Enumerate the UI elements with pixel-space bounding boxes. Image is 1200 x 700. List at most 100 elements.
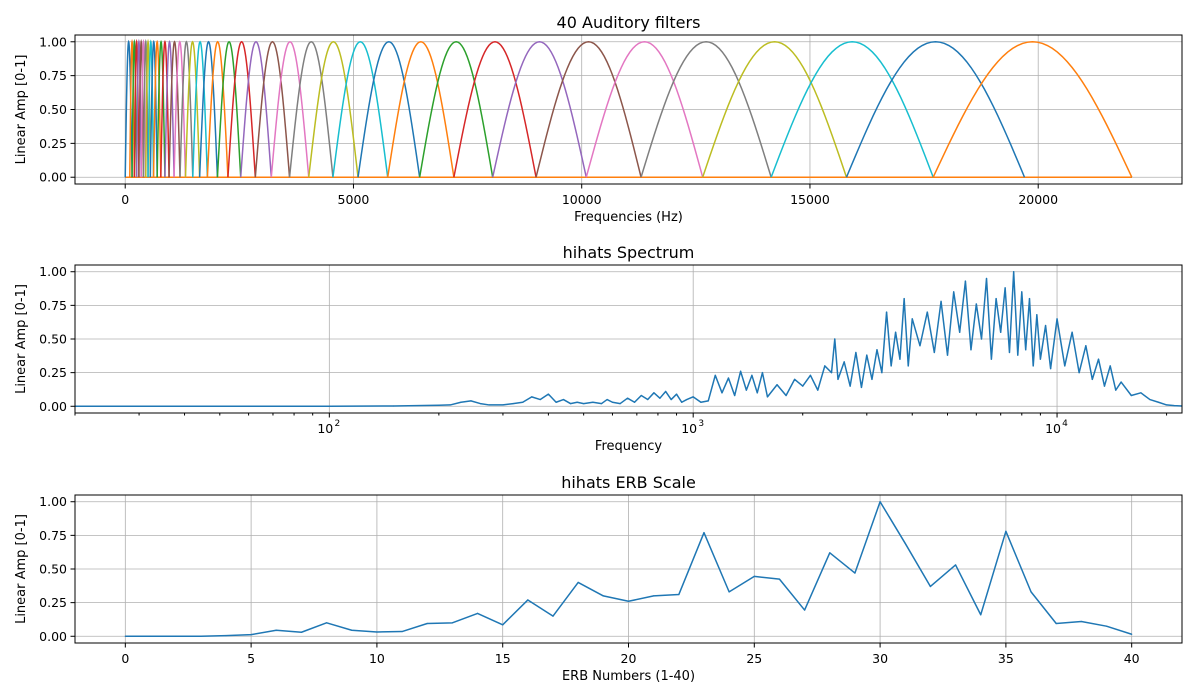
data-point (975, 303, 977, 305)
x-tick-label: 10 (681, 421, 697, 436)
data-point (1055, 622, 1057, 625)
filter-curve-2 (129, 38, 136, 178)
data-point (714, 374, 716, 376)
filter-curve-16 (168, 40, 181, 178)
data-point (834, 338, 836, 340)
data-point (766, 396, 769, 398)
data-point (1036, 314, 1038, 316)
data-point (907, 365, 909, 367)
data-point (1085, 345, 1087, 347)
y-tick-label: 0.50 (39, 102, 67, 117)
filter-curve-5 (135, 38, 142, 178)
data-point (1050, 368, 1052, 370)
x-tick-label: 40 (1124, 651, 1140, 666)
data-point (817, 389, 819, 391)
x-tick-label: 0 (121, 192, 129, 207)
data-point (577, 581, 579, 584)
data-point (721, 392, 723, 394)
x-tick-label: 15000 (790, 192, 830, 207)
data-point (929, 585, 932, 588)
data-point (1008, 351, 1011, 354)
data-point (539, 398, 541, 401)
x-axis-label: Frequencies (Hz) (574, 210, 683, 225)
data-point (933, 351, 935, 354)
data-point (692, 396, 694, 398)
chart-title: hihats ERB Scale (561, 473, 696, 492)
data-point (959, 331, 961, 333)
x-tick-label: 5000 (338, 192, 370, 207)
filter-curve-30 (332, 40, 389, 178)
y-tick-label: 0.00 (39, 629, 67, 644)
data-point (1131, 633, 1133, 635)
data-point (653, 392, 655, 394)
data-point (250, 634, 252, 636)
data-point (837, 378, 839, 380)
x-tick-label: 25 (746, 651, 762, 666)
data-point (512, 402, 514, 405)
data-point (946, 354, 949, 356)
filter-curve-25 (239, 40, 273, 178)
plot-area (75, 270, 1182, 408)
plot-area (124, 500, 1133, 638)
filter-curve-17 (173, 40, 187, 178)
data-point (600, 402, 603, 405)
data-point (756, 392, 758, 394)
data-point (804, 609, 806, 611)
data-point (531, 396, 533, 398)
filter-curve-15 (164, 40, 175, 178)
data-point (824, 365, 826, 367)
data-point (552, 615, 554, 617)
x-tick-label: 10 (1045, 421, 1061, 436)
data-point (802, 385, 804, 387)
filter-curve-35 (491, 41, 588, 178)
data-point (745, 389, 747, 391)
data-point (569, 402, 572, 405)
data-point (940, 300, 942, 302)
x-tick-label: 15 (495, 651, 511, 666)
data-point (488, 404, 490, 406)
data-point (1080, 620, 1082, 623)
data-point (854, 572, 856, 574)
data-point (1149, 398, 1151, 401)
data-point (926, 311, 928, 313)
data-point (860, 386, 863, 389)
data-point (830, 372, 833, 374)
data-point (1032, 365, 1034, 367)
data-point (1140, 392, 1142, 394)
data-point (1017, 354, 1019, 356)
data-point (527, 599, 529, 601)
filter-curve-11 (149, 39, 158, 178)
data-point (175, 635, 177, 637)
data-point (1130, 394, 1132, 397)
data-point (895, 331, 897, 333)
data-point (1004, 287, 1006, 289)
filter-curve-20 (192, 40, 209, 178)
x-tick-label: 30 (872, 651, 888, 666)
y-tick-label: 0.75 (39, 528, 67, 543)
data-point (1105, 625, 1108, 627)
chart-title: 40 Auditory filters (557, 13, 701, 32)
x-tick-label: 20000 (1018, 192, 1058, 207)
data-point (734, 394, 736, 397)
data-point (1078, 372, 1080, 374)
filter-curve-24 (227, 40, 257, 178)
data-point (647, 398, 649, 401)
y-tick-label: 0.50 (39, 332, 67, 347)
filter-curve-36 (535, 41, 642, 178)
data-point (1120, 381, 1122, 383)
data-point (890, 365, 892, 367)
filter-curve-40 (770, 41, 934, 178)
data-point (919, 345, 921, 347)
data-point (653, 595, 655, 597)
data-point (1025, 349, 1027, 351)
filter-curve-23 (216, 40, 242, 178)
data-point (761, 372, 764, 374)
data-point (855, 351, 857, 354)
data-point (980, 614, 982, 616)
filter-curve-32 (386, 40, 455, 178)
data-point (954, 564, 957, 566)
x-tick-label: 10 (369, 651, 385, 666)
y-tick-label: 0.25 (39, 136, 67, 151)
y-tick-label: 0.75 (39, 68, 67, 83)
filter-curve-8 (142, 38, 149, 178)
